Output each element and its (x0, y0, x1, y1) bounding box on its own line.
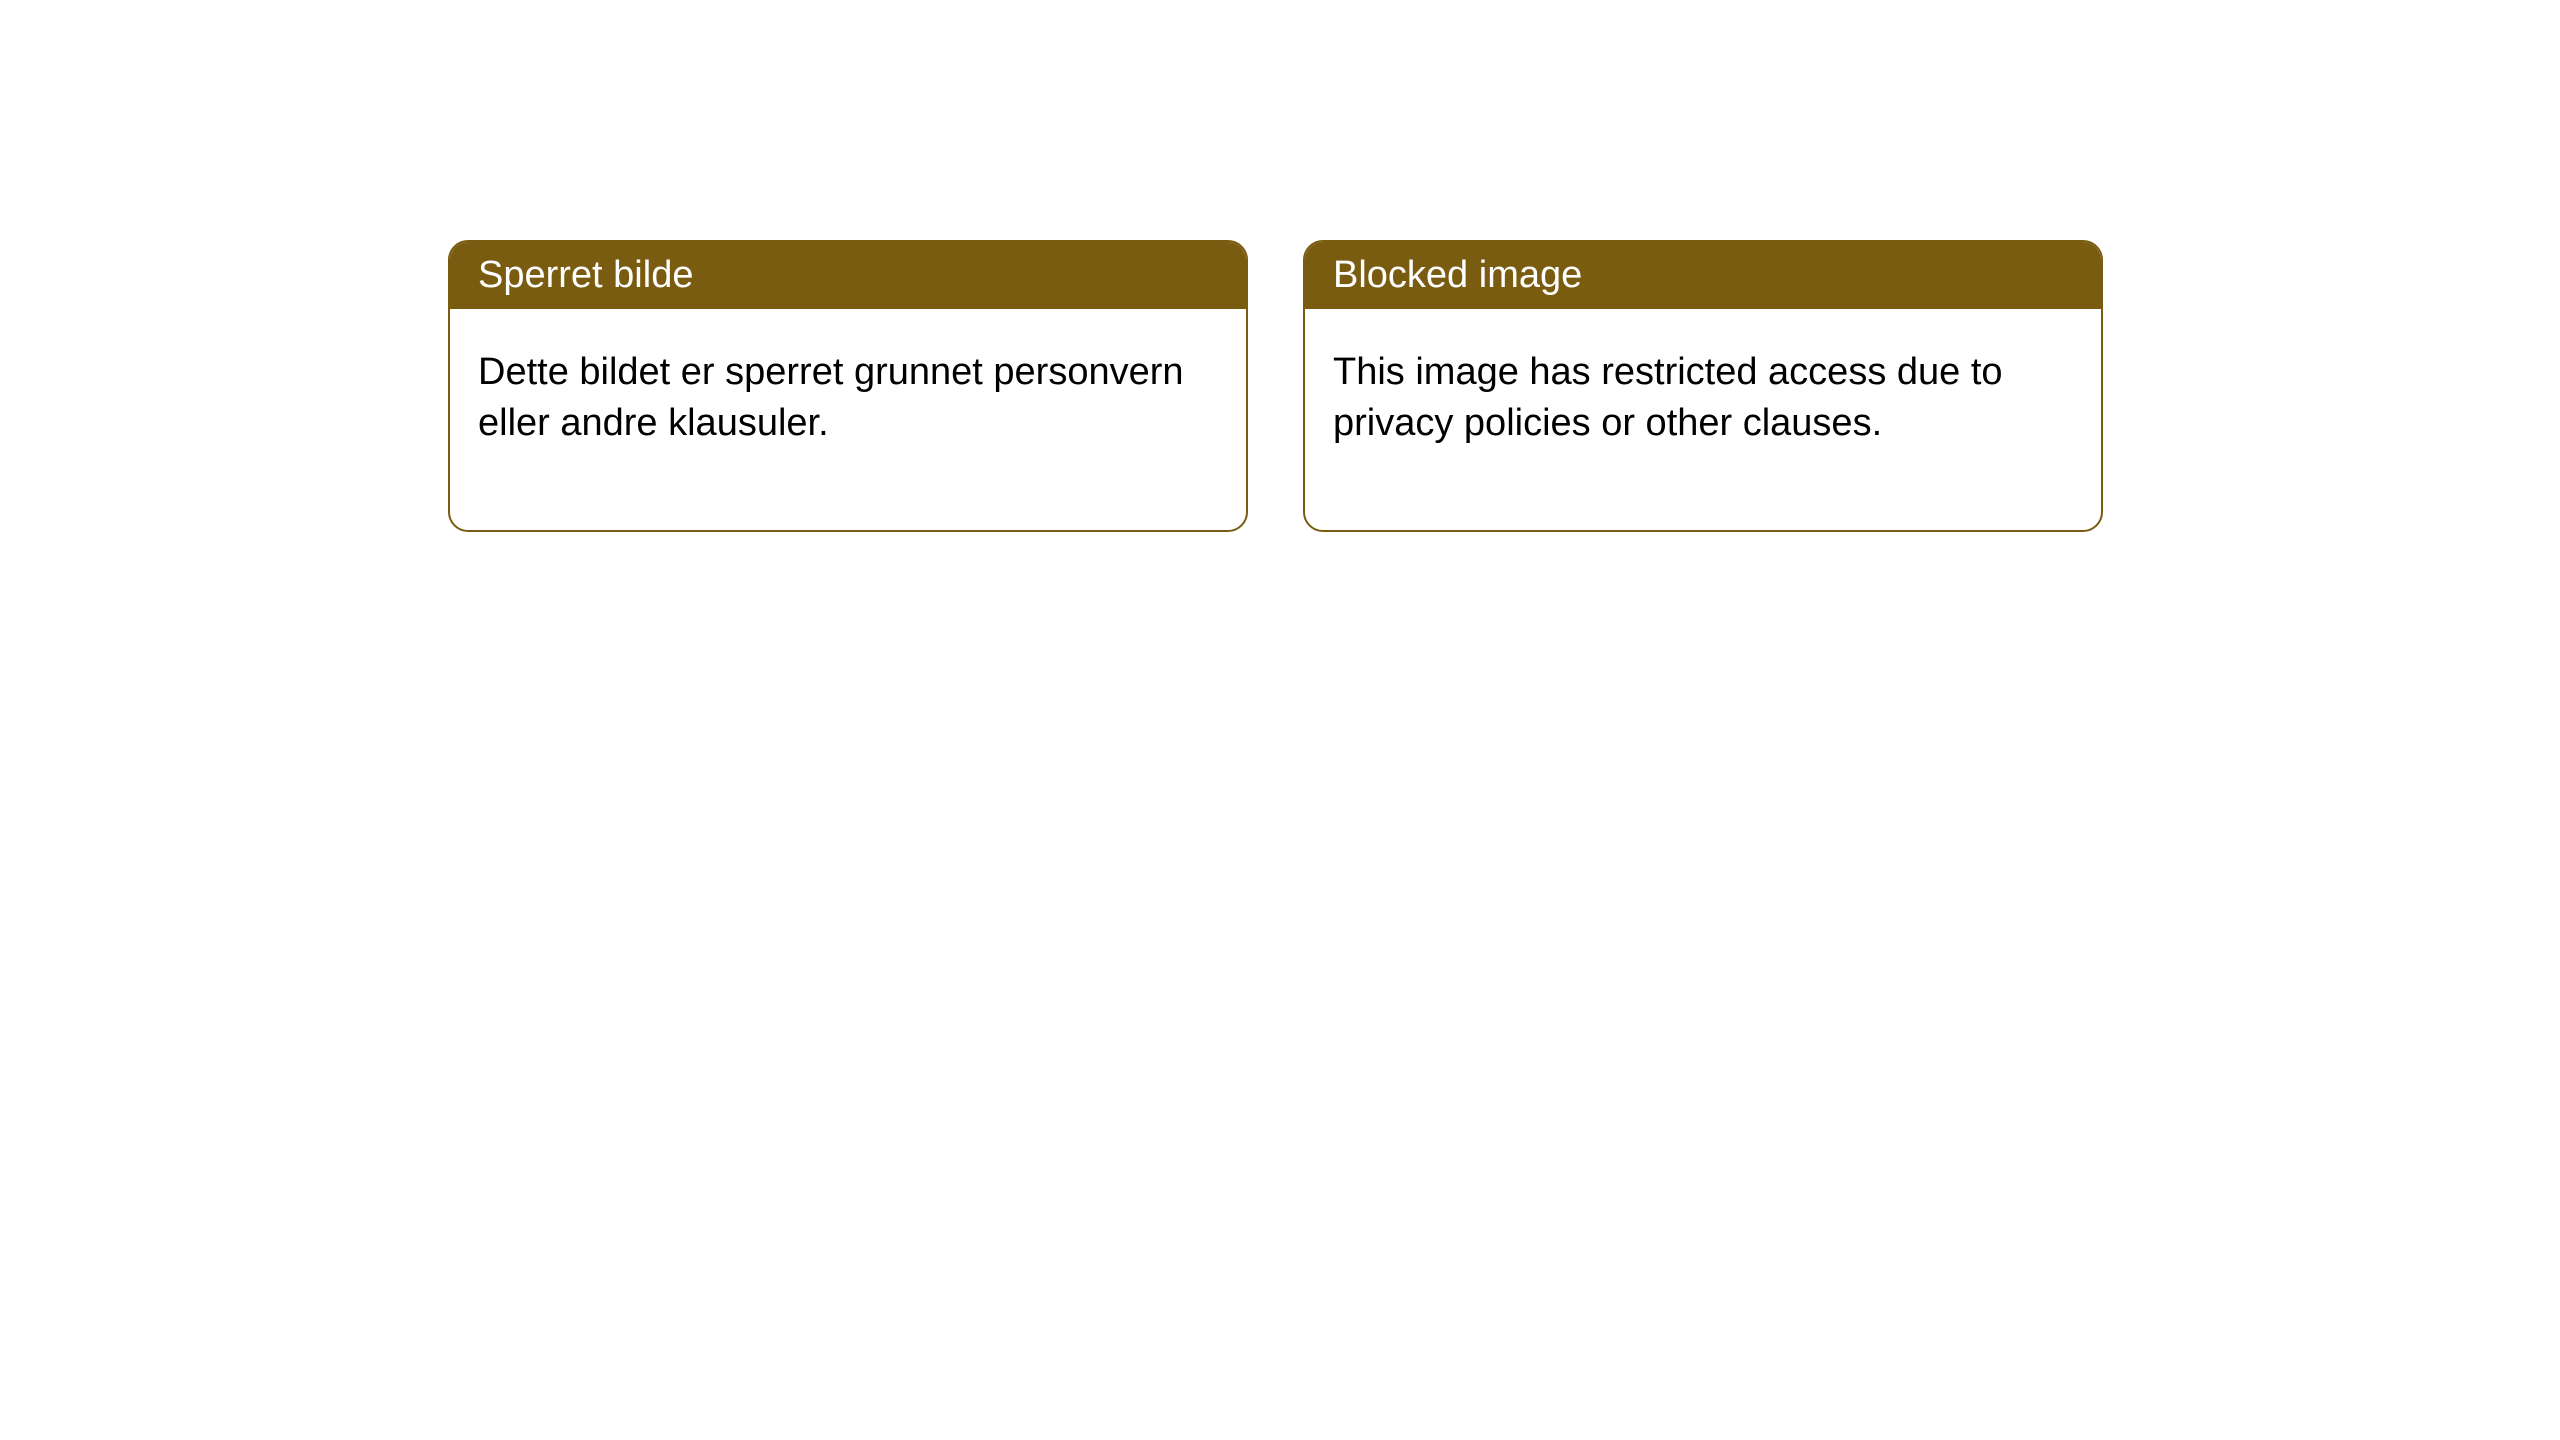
notice-container: Sperret bilde Dette bildet er sperret gr… (0, 0, 2560, 532)
notice-header: Blocked image (1305, 242, 2101, 309)
notice-card-norwegian: Sperret bilde Dette bildet er sperret gr… (448, 240, 1248, 532)
notice-card-english: Blocked image This image has restricted … (1303, 240, 2103, 532)
notice-body: Dette bildet er sperret grunnet personve… (450, 309, 1246, 530)
notice-header: Sperret bilde (450, 242, 1246, 309)
notice-body: This image has restricted access due to … (1305, 309, 2101, 530)
